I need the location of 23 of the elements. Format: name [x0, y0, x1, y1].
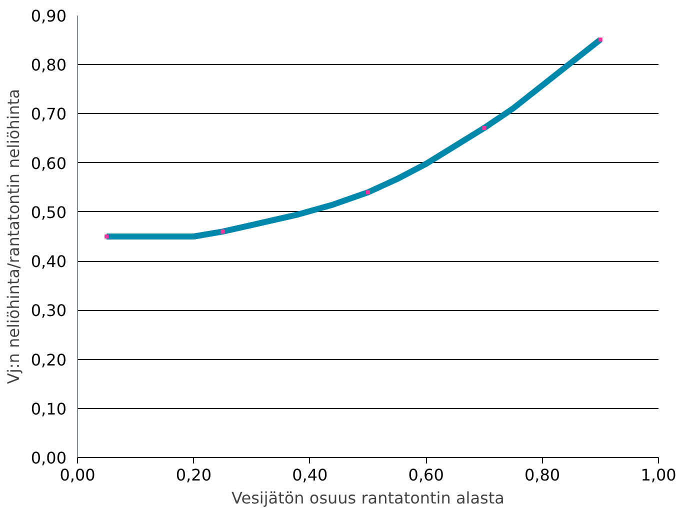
y-tick-label: 0,20: [30, 350, 66, 370]
x-axis-title: Vesijätön osuus rantatontin alasta: [232, 488, 504, 508]
x-tick-label: 0,40: [292, 466, 328, 484]
y-tick-label: 0,50: [30, 202, 66, 222]
y-tick-label: 0,70: [30, 104, 66, 124]
y-tick-label: 0,90: [30, 6, 66, 26]
y-tick-label: 0,30: [30, 301, 66, 320]
x-tick-label: 0,60: [408, 466, 444, 484]
point: [598, 38, 602, 42]
y-tick-label: 0,60: [30, 154, 66, 173]
y-tick-label: 0,00: [30, 448, 66, 468]
y-tick-label: 0,40: [30, 252, 66, 272]
x-tick-label: 0,20: [176, 466, 212, 484]
point: [104, 234, 109, 238]
x-tick-label: 0,00: [60, 466, 96, 484]
y-axis-title: Vj:n neliöhinta/rantatontin neliöhinta: [4, 88, 23, 384]
x-tick-label: 0,80: [524, 466, 560, 484]
y-tick-label: 0,10: [30, 399, 66, 418]
y-tick-label: 0,80: [30, 56, 66, 75]
point: [220, 230, 225, 234]
point: [482, 126, 486, 130]
point: [366, 190, 370, 194]
x-tick-label: 1,00: [640, 466, 676, 484]
